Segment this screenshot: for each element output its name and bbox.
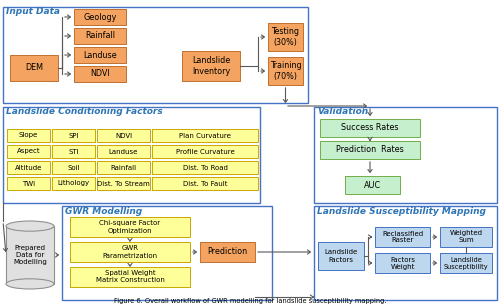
Text: Landslide
Factors: Landslide Factors: [324, 249, 358, 263]
Text: Figure 6. Overall workflow of GWR modelling for landslide susceptibility mapping: Figure 6. Overall workflow of GWR modell…: [114, 297, 386, 303]
Text: Plan Curvature: Plan Curvature: [179, 132, 231, 138]
FancyBboxPatch shape: [52, 129, 95, 142]
Text: Altitude: Altitude: [15, 164, 42, 170]
FancyBboxPatch shape: [152, 129, 258, 142]
Text: Chi-square Factor
Optimization: Chi-square Factor Optimization: [100, 221, 160, 234]
Text: Prediction: Prediction: [208, 247, 248, 257]
FancyBboxPatch shape: [97, 129, 150, 142]
Text: Testing
(30%): Testing (30%): [272, 27, 299, 47]
FancyBboxPatch shape: [74, 28, 126, 44]
FancyBboxPatch shape: [10, 55, 58, 81]
Text: Rainfall: Rainfall: [110, 164, 136, 170]
Text: Landuse: Landuse: [83, 51, 117, 59]
Text: Lithology: Lithology: [58, 181, 90, 186]
Text: Success Rates: Success Rates: [341, 124, 399, 132]
FancyBboxPatch shape: [182, 51, 240, 81]
Text: Spatial Weight
Matrix Construction: Spatial Weight Matrix Construction: [96, 271, 164, 284]
FancyBboxPatch shape: [152, 145, 258, 158]
Text: GWR Modelling: GWR Modelling: [65, 206, 142, 216]
Text: DEM: DEM: [25, 63, 43, 73]
Text: Factors
Weight: Factors Weight: [390, 257, 415, 270]
FancyBboxPatch shape: [318, 242, 364, 270]
FancyBboxPatch shape: [345, 176, 400, 194]
Text: Landslide Susceptibility Mapping: Landslide Susceptibility Mapping: [317, 206, 486, 216]
FancyBboxPatch shape: [74, 9, 126, 25]
FancyBboxPatch shape: [314, 107, 497, 203]
FancyBboxPatch shape: [375, 253, 430, 273]
FancyBboxPatch shape: [97, 145, 150, 158]
Text: TWI: TWI: [22, 181, 35, 186]
FancyBboxPatch shape: [7, 177, 50, 190]
Text: NDVI: NDVI: [115, 132, 132, 138]
FancyBboxPatch shape: [74, 66, 126, 82]
FancyBboxPatch shape: [320, 141, 420, 159]
FancyBboxPatch shape: [320, 119, 420, 137]
FancyBboxPatch shape: [7, 145, 50, 158]
FancyBboxPatch shape: [97, 177, 150, 190]
FancyBboxPatch shape: [3, 107, 260, 203]
FancyBboxPatch shape: [440, 253, 492, 273]
FancyBboxPatch shape: [3, 7, 308, 103]
Text: Landuse: Landuse: [109, 149, 138, 155]
FancyBboxPatch shape: [200, 242, 255, 262]
Ellipse shape: [6, 279, 54, 289]
FancyBboxPatch shape: [375, 227, 430, 247]
Text: Training
(70%): Training (70%): [270, 61, 302, 81]
FancyBboxPatch shape: [6, 226, 54, 284]
Text: Prediction  Rates: Prediction Rates: [336, 145, 404, 155]
Text: Dist. To Fault: Dist. To Fault: [183, 181, 227, 186]
Text: GWR
Parametrization: GWR Parametrization: [102, 246, 158, 259]
FancyBboxPatch shape: [7, 161, 50, 174]
FancyBboxPatch shape: [268, 23, 303, 51]
Text: Slope: Slope: [19, 132, 38, 138]
Ellipse shape: [6, 221, 54, 231]
FancyBboxPatch shape: [440, 227, 492, 247]
FancyBboxPatch shape: [7, 129, 50, 142]
Text: STI: STI: [68, 149, 79, 155]
Text: Dist. To Stream: Dist. To Stream: [97, 181, 150, 186]
Text: Validation: Validation: [317, 107, 368, 117]
Text: Soil: Soil: [67, 164, 80, 170]
FancyBboxPatch shape: [152, 177, 258, 190]
Text: Reclassified
Raster: Reclassified Raster: [382, 231, 423, 243]
FancyBboxPatch shape: [52, 145, 95, 158]
FancyBboxPatch shape: [74, 47, 126, 63]
Text: NDVI: NDVI: [90, 70, 110, 78]
FancyBboxPatch shape: [70, 242, 190, 262]
Text: Landslide
Inventory: Landslide Inventory: [192, 56, 230, 76]
FancyBboxPatch shape: [314, 206, 497, 300]
FancyBboxPatch shape: [97, 161, 150, 174]
Text: AUC: AUC: [364, 181, 381, 189]
FancyBboxPatch shape: [268, 57, 303, 85]
Text: Landslide
Susceptibility: Landslide Susceptibility: [444, 257, 488, 270]
Text: Dist. To Road: Dist. To Road: [182, 164, 228, 170]
FancyBboxPatch shape: [70, 267, 190, 287]
Text: Geology: Geology: [84, 13, 116, 21]
Text: Landslide Conditioning Factors: Landslide Conditioning Factors: [6, 107, 163, 117]
FancyBboxPatch shape: [52, 161, 95, 174]
Text: Weighted
Sum: Weighted Sum: [450, 231, 482, 243]
FancyBboxPatch shape: [52, 177, 95, 190]
FancyBboxPatch shape: [152, 161, 258, 174]
Text: Rainfall: Rainfall: [85, 31, 115, 41]
Text: SPI: SPI: [68, 132, 79, 138]
Text: Prepared
Data for
Modelling: Prepared Data for Modelling: [13, 245, 47, 265]
FancyBboxPatch shape: [70, 217, 190, 237]
FancyBboxPatch shape: [62, 206, 272, 300]
Text: Profile Curvature: Profile Curvature: [176, 149, 234, 155]
Text: Aspect: Aspect: [16, 149, 40, 155]
Text: Input Data: Input Data: [6, 8, 60, 16]
